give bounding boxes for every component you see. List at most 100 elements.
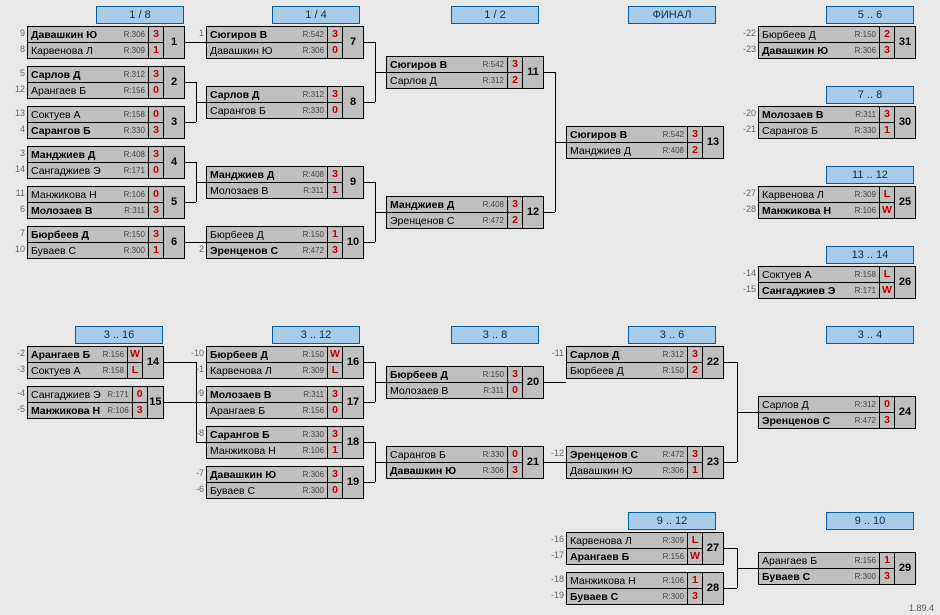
stage-label: ФИНАЛ (628, 6, 716, 24)
match-number: 15 (147, 387, 163, 418)
player-rating: R:306 (117, 30, 148, 39)
match-number: 16 (342, 347, 363, 378)
player-name: Давашкин Ю (28, 29, 117, 41)
match-row: Буваев СR:3000 (207, 483, 342, 498)
match-row: Соктуев АR:158L (759, 267, 894, 283)
match-box: Сарлов ДR:3123Сарангов БR:33008 (206, 86, 364, 119)
bracket-connector (184, 242, 206, 243)
player-score: 3 (879, 43, 894, 58)
player-name: Сарлов Д (28, 69, 117, 81)
player-name: Давашкин Ю (207, 469, 296, 481)
player-rating: R:330 (296, 430, 327, 439)
player-score: 0 (327, 43, 342, 58)
seed-label: -8 (186, 428, 204, 438)
match-number: 9 (342, 167, 363, 198)
player-score: 3 (879, 413, 894, 428)
player-rating: R:150 (848, 30, 879, 39)
seed-label: -12 (546, 448, 564, 458)
bracket-connector (543, 382, 566, 383)
match-row: Арангаев БR:1560 (207, 403, 342, 418)
player-name: Арангаев Б (207, 405, 296, 417)
match-number: 26 (894, 267, 915, 298)
match-row: Эренценов СR:4723 (207, 243, 342, 258)
match-box: Бюрбеев ДR:1502Давашкин ЮR:306331 (758, 26, 916, 59)
match-box: Бюрбеев ДR:150WКарвенова ЛR:309L16 (206, 346, 364, 379)
player-rating: R:311 (296, 186, 327, 195)
match-number: 31 (894, 27, 915, 58)
player-rating: R:542 (656, 130, 687, 139)
player-score: 3 (148, 227, 163, 242)
match-row: Манжикова НR:1060 (28, 187, 163, 203)
player-rating: R:309 (848, 190, 879, 199)
player-rating: R:330 (117, 126, 148, 135)
player-name: Карвенова Л (759, 189, 848, 201)
match-row: Манджиев ДR:4082 (567, 143, 702, 158)
player-rating: R:312 (296, 90, 327, 99)
player-name: Арангаев Б (759, 555, 848, 567)
match-row: Давашкин ЮR:3063 (759, 43, 894, 58)
player-name: Сарангов Б (759, 125, 848, 137)
stage-label: 3 .. 4 (826, 326, 914, 344)
match-row: Сангаджиев ЭR:171W (759, 283, 894, 298)
stage-label: 9 .. 10 (826, 512, 914, 530)
player-rating: R:150 (117, 230, 148, 239)
player-rating: R:171 (848, 286, 879, 295)
player-name: Карвенова Л (28, 45, 117, 57)
match-number: 28 (702, 573, 723, 604)
match-box: Молозаев ВR:3113Сарангов БR:330130 (758, 106, 916, 139)
match-row: Манжикова НR:1063 (28, 403, 147, 418)
bracket-connector (184, 82, 196, 83)
match-box: Давашкин ЮR:3063Буваев СR:300019 (206, 466, 364, 499)
player-score: 0 (132, 387, 147, 402)
player-rating: R:300 (656, 592, 687, 601)
match-row: Давашкин ЮR:3060 (207, 43, 342, 58)
player-score: 1 (687, 573, 702, 588)
match-row: Соктуев АR:1580 (28, 107, 163, 123)
match-box: Сарлов ДR:3120Эренценов СR:472324 (758, 396, 916, 429)
match-row: Молозаев ВR:3113 (207, 387, 342, 403)
match-row: Манджиев ДR:4083 (207, 167, 342, 183)
player-score: 0 (148, 83, 163, 98)
match-box: Сюгиров ВR:5423Сарлов ДR:312211 (386, 56, 544, 89)
player-name: Бюрбеев Д (207, 349, 296, 361)
bracket-connector (723, 462, 737, 463)
match-number: 13 (702, 127, 723, 158)
match-row: Молозаев ВR:3110 (387, 383, 522, 398)
seed-label: -16 (546, 534, 564, 544)
seed-label: 8 (7, 44, 25, 54)
stage-label: 3 .. 6 (628, 326, 716, 344)
match-box: Манджиев ДR:4083Эренценов СR:472212 (386, 196, 544, 229)
player-score: 3 (507, 463, 522, 478)
stage-label: 1 / 2 (451, 6, 539, 24)
seed-label: 3 (7, 148, 25, 158)
player-rating: R:106 (656, 576, 687, 585)
bracket-connector (163, 362, 196, 363)
player-rating: R:300 (117, 246, 148, 255)
match-row: Сюгиров ВR:5423 (567, 127, 702, 143)
match-row: Карвенова ЛR:309L (759, 187, 894, 203)
seed-label: -11 (546, 348, 564, 358)
player-name: Бюрбеев Д (387, 369, 476, 381)
match-box: Сарангов БR:3303Манжикова НR:106118 (206, 426, 364, 459)
bracket-connector (375, 382, 386, 383)
bracket-connector (184, 122, 196, 123)
match-box: Сарлов ДR:3123Арангаев БR:15602 (27, 66, 185, 99)
seed-label: -5 (7, 404, 25, 414)
player-score: 3 (327, 87, 342, 102)
match-row: Давашкин ЮR:3063 (207, 467, 342, 483)
match-row: Эренценов СR:4722 (387, 213, 522, 228)
bracket-connector (543, 212, 555, 213)
match-box: Бюрбеев ДR:1501Эренценов СR:472310 (206, 226, 364, 259)
match-box: Манжикова НR:1060Молозаев ВR:31135 (27, 186, 185, 219)
player-score: 3 (327, 27, 342, 42)
seed-label: 13 (7, 108, 25, 118)
player-score: W (127, 347, 142, 362)
stage-label: 7 .. 8 (826, 86, 914, 104)
player-name: Сарлов Д (567, 349, 656, 361)
match-number: 17 (342, 387, 363, 418)
stage-label: 1 / 8 (96, 6, 184, 24)
match-row: Соктуев АR:158L (28, 363, 142, 378)
seed-label: -15 (738, 284, 756, 294)
player-name: Буваев С (207, 485, 296, 497)
match-number: 12 (522, 197, 543, 228)
